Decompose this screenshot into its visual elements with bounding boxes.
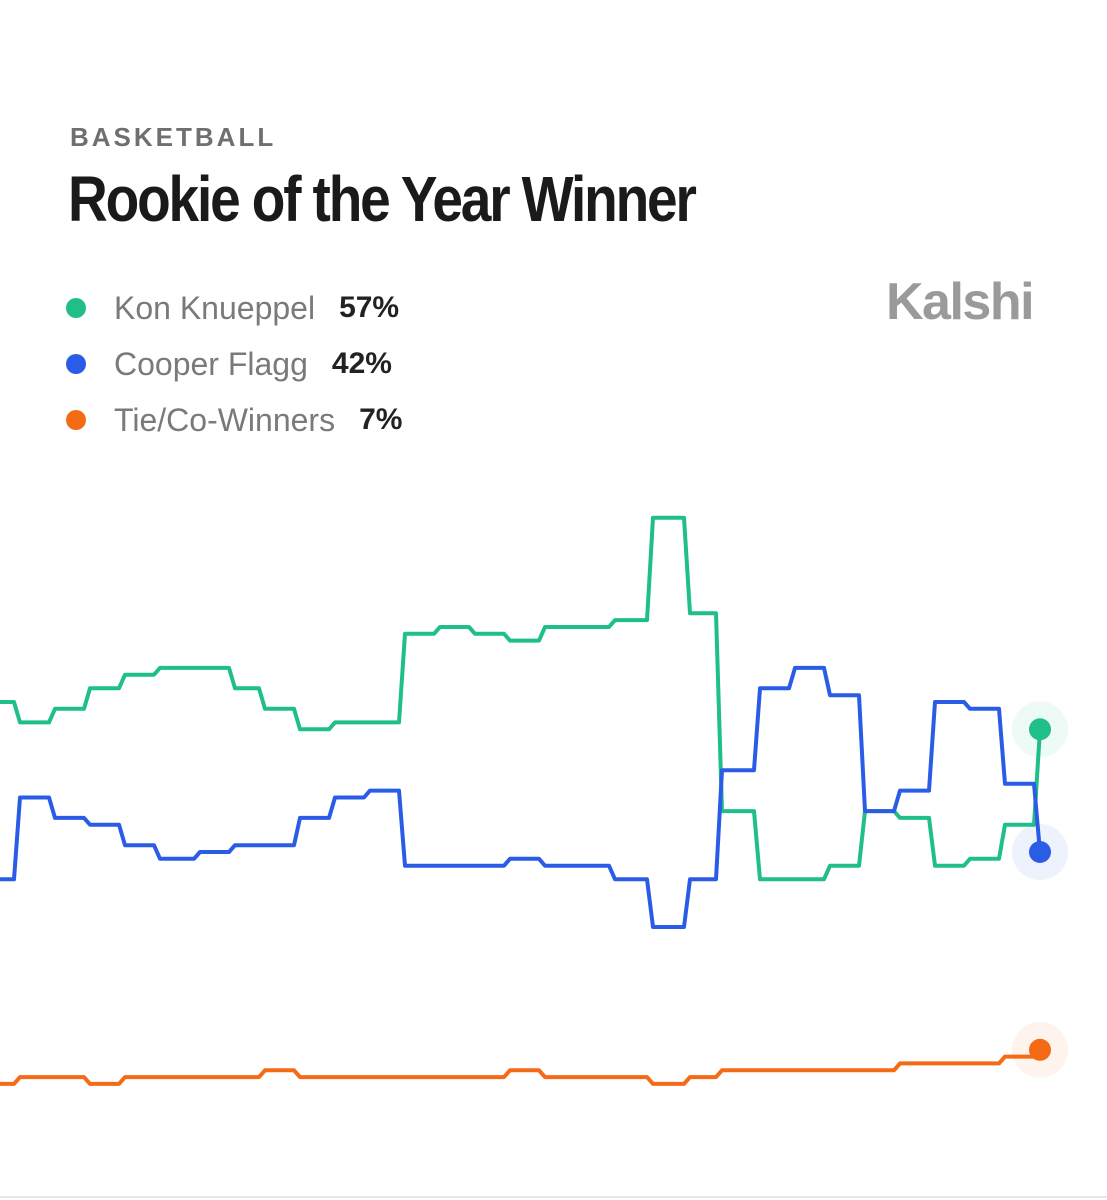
- legend-item-cooper-flagg: Cooper Flagg 42%: [66, 336, 402, 392]
- line-chart: [0, 515, 1068, 1086]
- legend-dot: [66, 410, 86, 430]
- endpoint-marker-2: [1029, 841, 1051, 864]
- brand-logo: Kalshi: [886, 273, 1035, 331]
- endpoint-marker-3: [1029, 1038, 1051, 1061]
- legend-value: 7%: [359, 403, 403, 436]
- legend-name: Kon Knueppel: [114, 289, 316, 326]
- category-label: BASKETBALL: [70, 122, 277, 152]
- legend-item-kon-knueppel: Kon Knueppel 57%: [66, 280, 402, 336]
- legend-dot: [66, 298, 86, 318]
- legend-dot: [66, 354, 86, 374]
- legend-name: Cooper Flagg: [114, 345, 308, 382]
- series-line-2: [0, 665, 1042, 929]
- page-title: Rookie of the Year Winner: [68, 163, 697, 235]
- legend-item-tie-co-winners: Tie/Co-Winners 7%: [66, 392, 402, 448]
- legend-name: Tie/Co-Winners: [114, 401, 336, 438]
- legend: Kon Knueppel 57% Cooper Flagg 42% Tie/Co…: [66, 280, 402, 448]
- bottom-divider: [0, 1196, 1107, 1198]
- series-line-3: [0, 1047, 1042, 1086]
- legend-value: 57%: [339, 291, 400, 324]
- legend-value: 42%: [331, 347, 392, 380]
- endpoint-marker-1: [1029, 718, 1051, 741]
- series-line-1: [0, 515, 1042, 882]
